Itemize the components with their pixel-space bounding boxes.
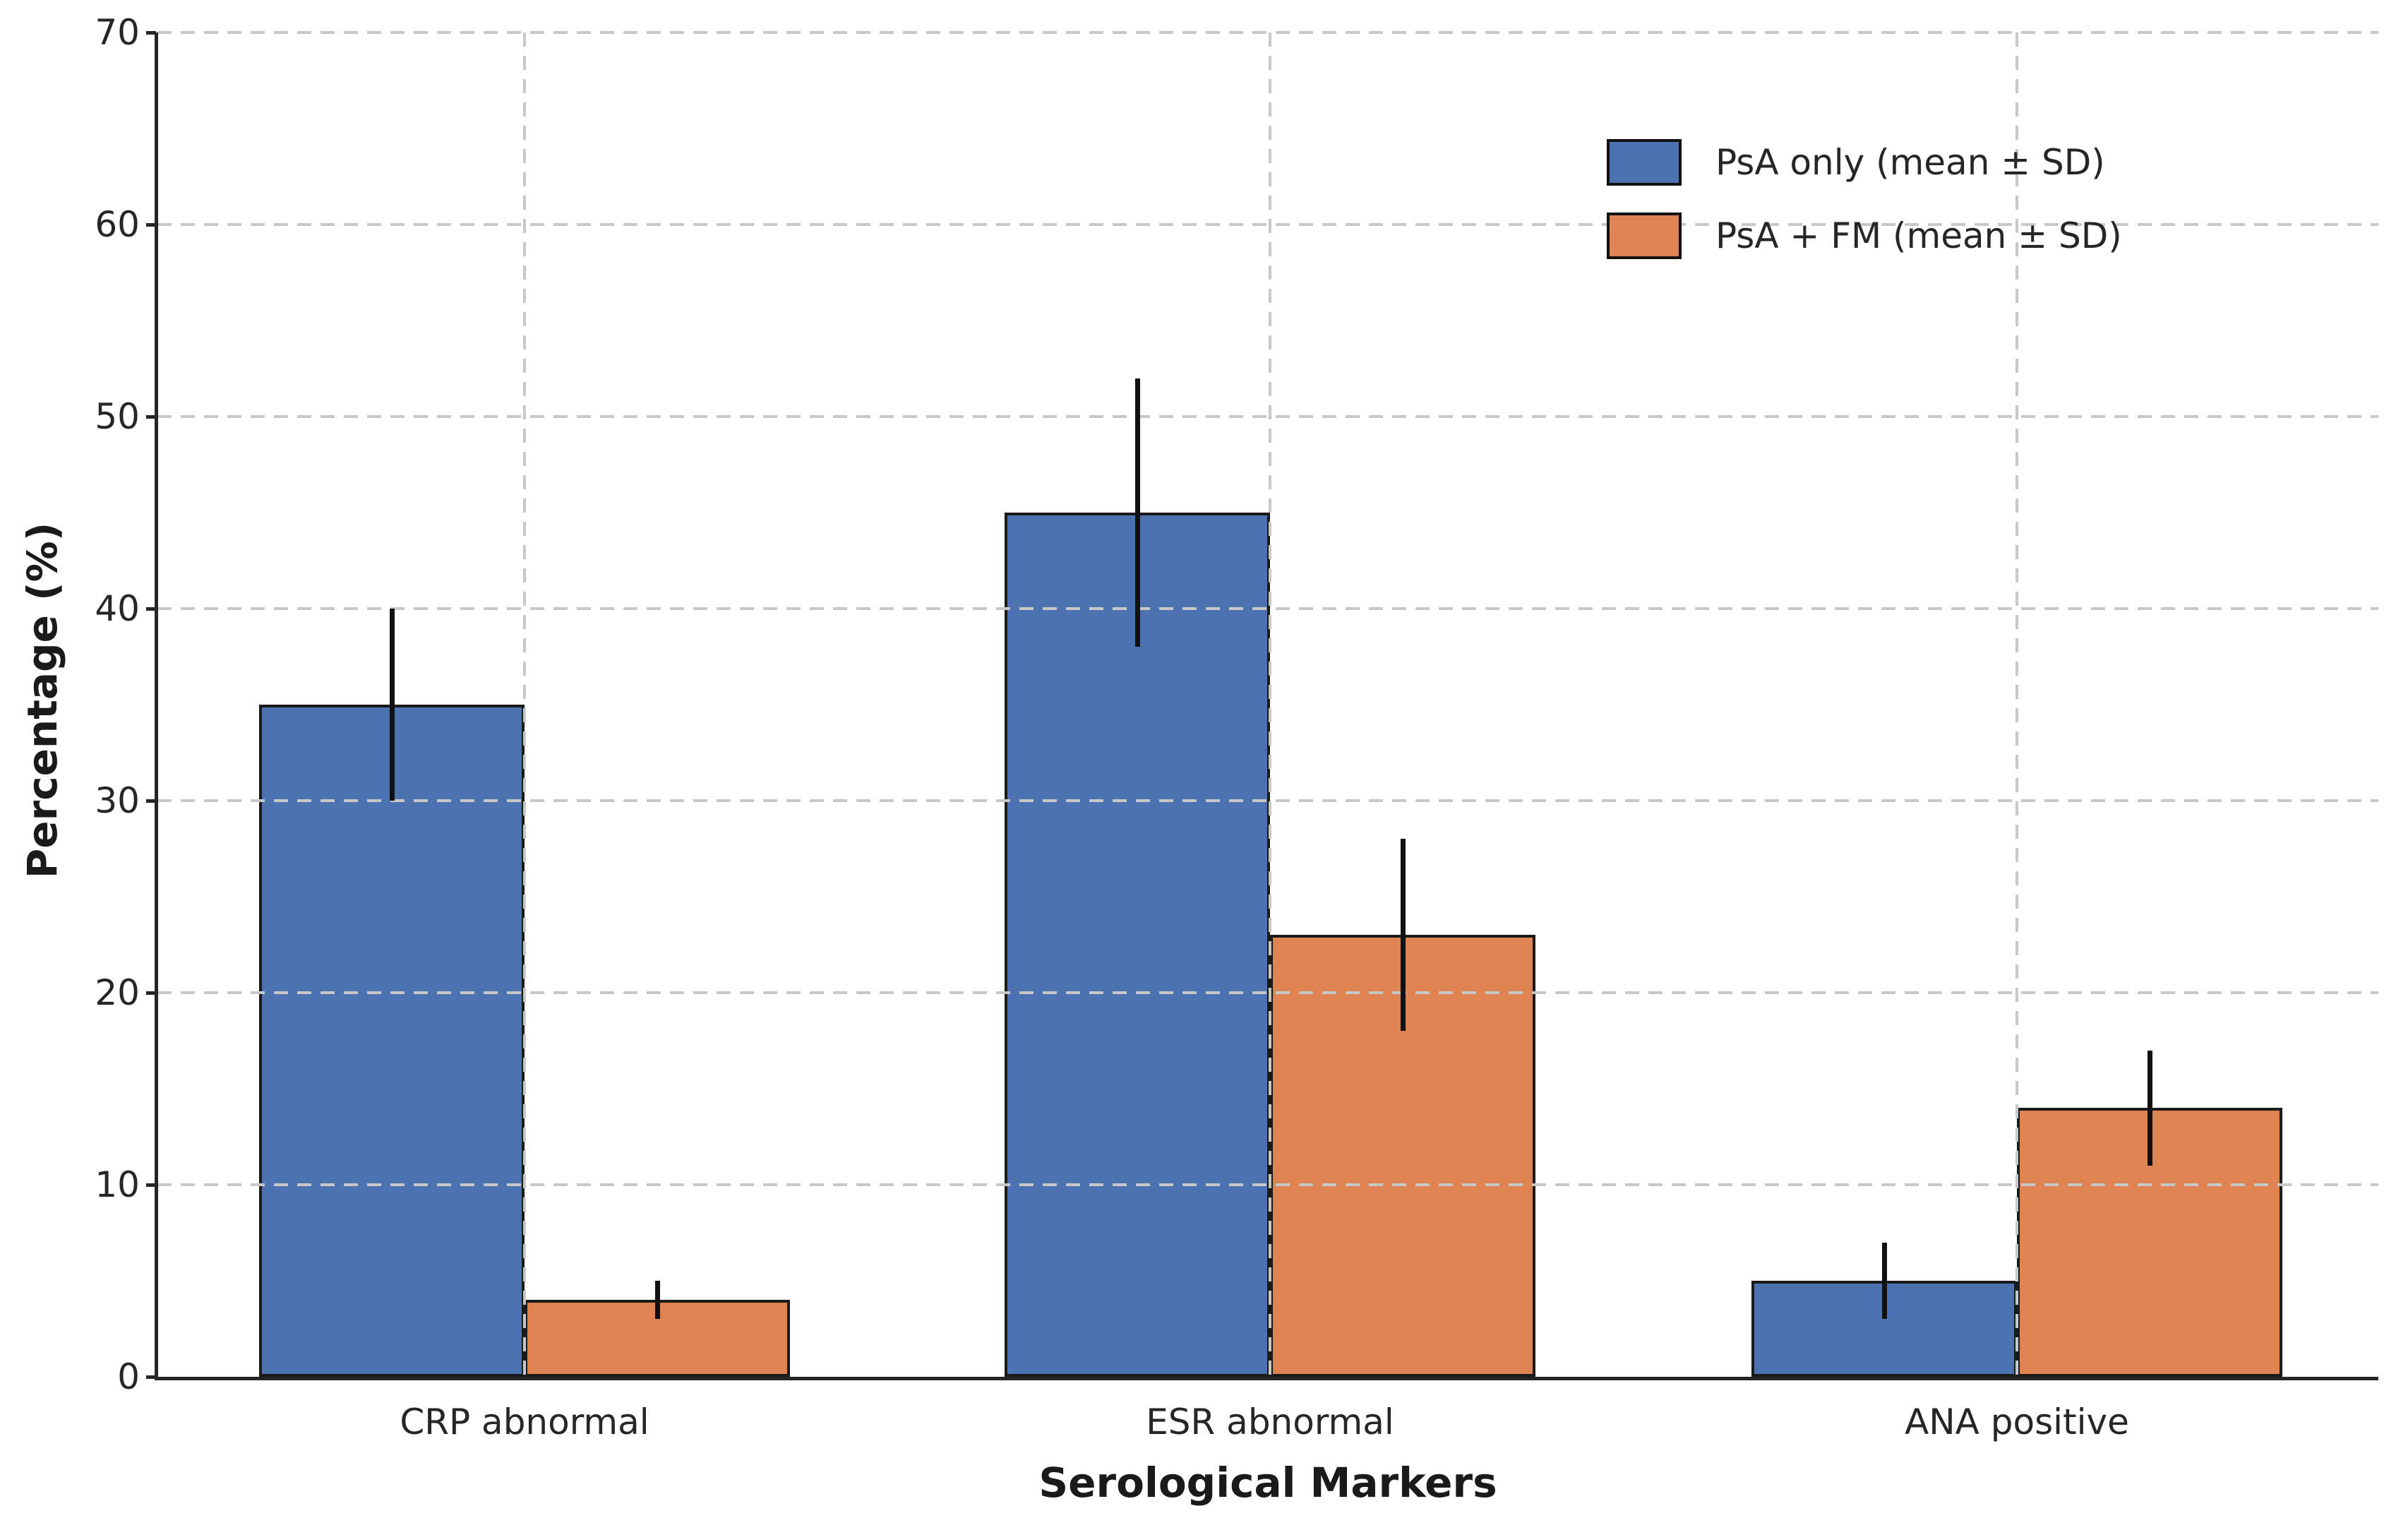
x-tick-label-crp-abnormal: CRP abnormal — [400, 1402, 649, 1442]
x-axis-spine — [155, 1377, 2378, 1380]
y-tick-label-0: 0 — [117, 1356, 140, 1397]
gridline-y-40 — [157, 607, 2378, 610]
y-axis-title: Percentage (%) — [18, 522, 66, 879]
y-tick-70 — [146, 31, 156, 35]
errorbar-psa-only-crp-abnormal — [389, 609, 395, 801]
legend-swatch-psa-fm — [1607, 213, 1682, 259]
legend-label-psa-only: PsA only (mean ± SD) — [1715, 142, 2105, 183]
y-tick-20 — [146, 991, 156, 995]
y-tick-50 — [146, 415, 156, 419]
x-axis-title: Serological Markers — [1038, 1459, 1497, 1507]
y-tick-60 — [146, 223, 156, 227]
y-tick-10 — [146, 1183, 156, 1187]
y-tick-0 — [146, 1375, 156, 1379]
legend: PsA only (mean ± SD) PsA + FM (mean ± SD) — [1607, 139, 2122, 259]
x-tick-label-ana-positive: ANA positive — [1905, 1402, 2129, 1442]
y-tick-label-10: 10 — [95, 1164, 140, 1205]
y-tick-label-70: 70 — [95, 12, 140, 53]
gridline-y-50 — [157, 415, 2378, 418]
y-tick-label-60: 60 — [95, 204, 140, 245]
bar-psa-only-crp-abnormal — [259, 705, 525, 1377]
y-tick-30 — [146, 799, 156, 803]
gridline-y-30 — [157, 799, 2378, 802]
legend-label-psa-fm: PsA + FM (mean ± SD) — [1715, 215, 2122, 256]
errorbar-psa-only-esr-abnormal — [1134, 378, 1140, 647]
y-tick-label-30: 30 — [95, 780, 140, 821]
legend-item-psa-only: PsA only (mean ± SD) — [1607, 139, 2122, 186]
gridline-y-70 — [157, 31, 2378, 34]
x-tick-label-esr-abnormal: ESR abnormal — [1146, 1402, 1394, 1442]
errorbar-psa-fm-esr-abnormal — [1400, 839, 1406, 1032]
gridline-y-60 — [157, 223, 2378, 226]
bar-psa-fm-crp-abnormal — [525, 1300, 790, 1377]
legend-item-psa-fm: PsA + FM (mean ± SD) — [1607, 213, 2122, 259]
gridline-x-ana-positive — [2015, 32, 2018, 1377]
gridline-x-crp-abnormal — [523, 32, 526, 1377]
gridline-y-10 — [157, 1183, 2378, 1186]
bar-psa-fm-ana-positive — [2017, 1108, 2282, 1377]
gridline-y-20 — [157, 991, 2378, 994]
y-tick-40 — [146, 607, 156, 611]
errorbar-psa-fm-ana-positive — [2147, 1050, 2152, 1166]
plot-area — [157, 31, 2378, 1377]
legend-swatch-psa-only — [1607, 139, 1682, 186]
errorbar-psa-fm-crp-abnormal — [654, 1281, 660, 1320]
y-tick-label-20: 20 — [95, 972, 140, 1013]
y-tick-label-40: 40 — [95, 588, 140, 629]
gridline-x-esr-abnormal — [1269, 32, 1271, 1377]
errorbar-psa-only-ana-positive — [1881, 1242, 1887, 1320]
y-axis-spine — [155, 32, 158, 1380]
y-tick-label-50: 50 — [95, 396, 140, 437]
